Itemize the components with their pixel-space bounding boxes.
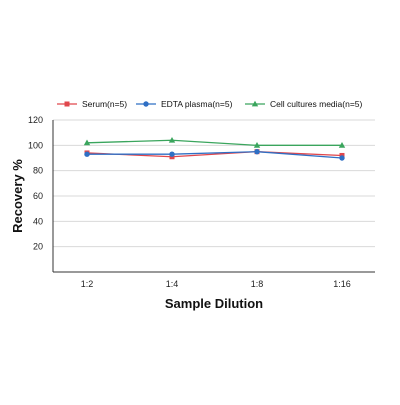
legend-marker bbox=[64, 101, 70, 107]
x-tick-label: 1:16 bbox=[333, 279, 351, 289]
y-tick-label: 60 bbox=[33, 191, 43, 201]
legend-label: Cell cultures media(n=5) bbox=[270, 99, 363, 109]
data-point bbox=[338, 142, 346, 148]
y-tick-label: 80 bbox=[33, 166, 43, 176]
y-tick-label: 40 bbox=[33, 216, 43, 226]
x-tick-labels: 1:2 1:4 1:8 1:16 bbox=[81, 279, 351, 289]
data-point bbox=[339, 155, 345, 161]
x-tick-label: 1:8 bbox=[251, 279, 264, 289]
y-tick-labels: 20 40 60 80 100 120 bbox=[28, 115, 43, 252]
data-point bbox=[169, 151, 175, 157]
x-axis-title: Sample Dilution bbox=[165, 296, 263, 311]
axis-layer bbox=[52, 120, 375, 273]
legend-item: Serum(n=5) bbox=[57, 99, 127, 109]
data-point bbox=[84, 151, 90, 157]
y-tick-label: 120 bbox=[28, 115, 43, 125]
data-point bbox=[168, 136, 176, 143]
y-tick-label: 100 bbox=[28, 140, 43, 150]
series-layer bbox=[83, 136, 346, 161]
series-1 bbox=[84, 148, 345, 161]
grid-layer bbox=[53, 119, 375, 248]
legend-marker bbox=[251, 100, 259, 107]
y-axis-title: Recovery % bbox=[10, 159, 25, 233]
legend-item: EDTA plasma(n=5) bbox=[136, 99, 233, 109]
data-point bbox=[253, 142, 261, 148]
x-tick-label: 1:4 bbox=[166, 279, 179, 289]
x-tick-label: 1:2 bbox=[81, 279, 94, 289]
legend-label: Serum(n=5) bbox=[82, 99, 127, 109]
y-tick-label: 20 bbox=[33, 242, 43, 252]
data-point bbox=[83, 139, 91, 146]
series-line bbox=[87, 151, 343, 159]
legend-label: EDTA plasma(n=5) bbox=[161, 99, 233, 109]
series-2 bbox=[83, 136, 346, 148]
series-line bbox=[86, 139, 342, 146]
data-point bbox=[254, 148, 260, 155]
legend-item: Cell cultures media(n=5) bbox=[245, 99, 363, 109]
legend-marker bbox=[143, 101, 149, 107]
legend: Serum(n=5) EDTA plasma(n=5) Cell cultures … bbox=[57, 99, 363, 109]
